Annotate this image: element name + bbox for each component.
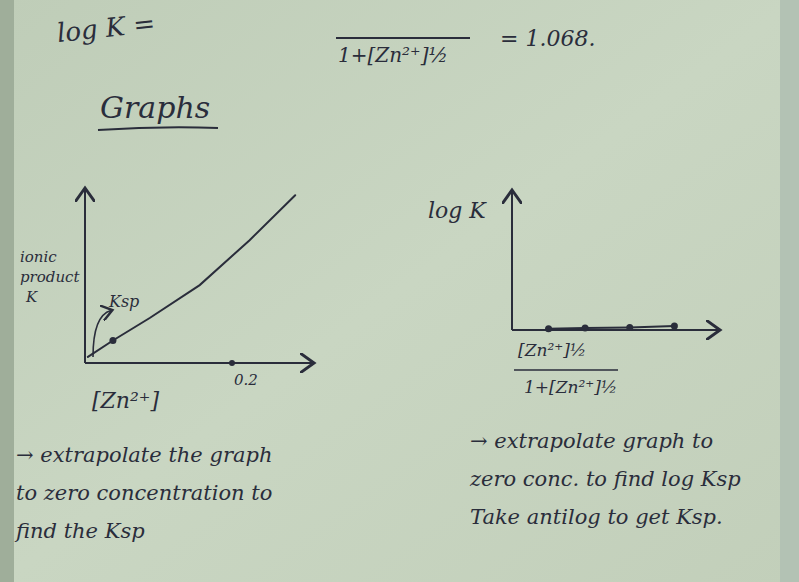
annotation-label: Ksp [108, 292, 139, 311]
x-axis-label: [Zn²⁺] [92, 388, 159, 413]
x-tick [229, 360, 235, 366]
top-result: = 1.068. [500, 26, 595, 51]
x-axis [512, 329, 718, 331]
caption-line: → extrapolate the graph [16, 443, 272, 467]
caption-line: find the Ksp [14, 519, 145, 543]
data-point [671, 323, 678, 330]
data-line [88, 195, 295, 357]
fraction-bar [514, 369, 618, 371]
page-edge [780, 0, 799, 582]
caption-line: → extrapolate graph to [470, 429, 713, 453]
caption-line: zero conc. to find log Ksp [469, 467, 741, 491]
heading-underline [98, 127, 218, 130]
y-axis-label: log K [428, 198, 487, 223]
top-denominator: 1+[Zn²⁺]½ [338, 43, 448, 67]
data-line [549, 326, 675, 329]
y-label-part: product [20, 268, 80, 286]
x-axis [85, 362, 312, 364]
y-axis [511, 192, 513, 330]
data-point [582, 325, 589, 332]
chart: 0.2 Ksp ionic product K [Zn²⁺] → extrapolate t… [14, 190, 312, 543]
y-axis-label: ionic product K [20, 248, 80, 306]
notebook-page: log K = 1+[Zn²⁺]½ = 1.068. Graphs 0.2 Ksp ioni… [0, 0, 799, 582]
annotation-arrow [93, 311, 111, 357]
plot-area [88, 195, 295, 357]
annotation-point [109, 337, 116, 344]
x-label-denominator: 1+[Zn²⁺]½ [524, 377, 617, 397]
data-point [626, 324, 633, 331]
plot-area [545, 323, 678, 333]
fraction-bar [336, 37, 470, 39]
x-label-numerator: [Zn²⁺]½ [518, 340, 586, 360]
heading: Graphs [100, 90, 210, 125]
caption-line: to zero concentration to [16, 481, 272, 505]
y-label-part: K [25, 288, 38, 306]
page-edge [0, 0, 14, 582]
caption-line: Take antilog to get Ksp. [470, 505, 723, 529]
data-point [545, 325, 552, 332]
y-label-part: ionic [20, 248, 57, 266]
paper [0, 0, 799, 582]
top-left-text: log K = [55, 8, 156, 48]
chart: log K [Zn²⁺]½ 1+[Zn²⁺]½ → extrapolate graph… [428, 192, 741, 529]
x-tick-label: 0.2 [234, 371, 258, 389]
y-axis [84, 190, 86, 363]
